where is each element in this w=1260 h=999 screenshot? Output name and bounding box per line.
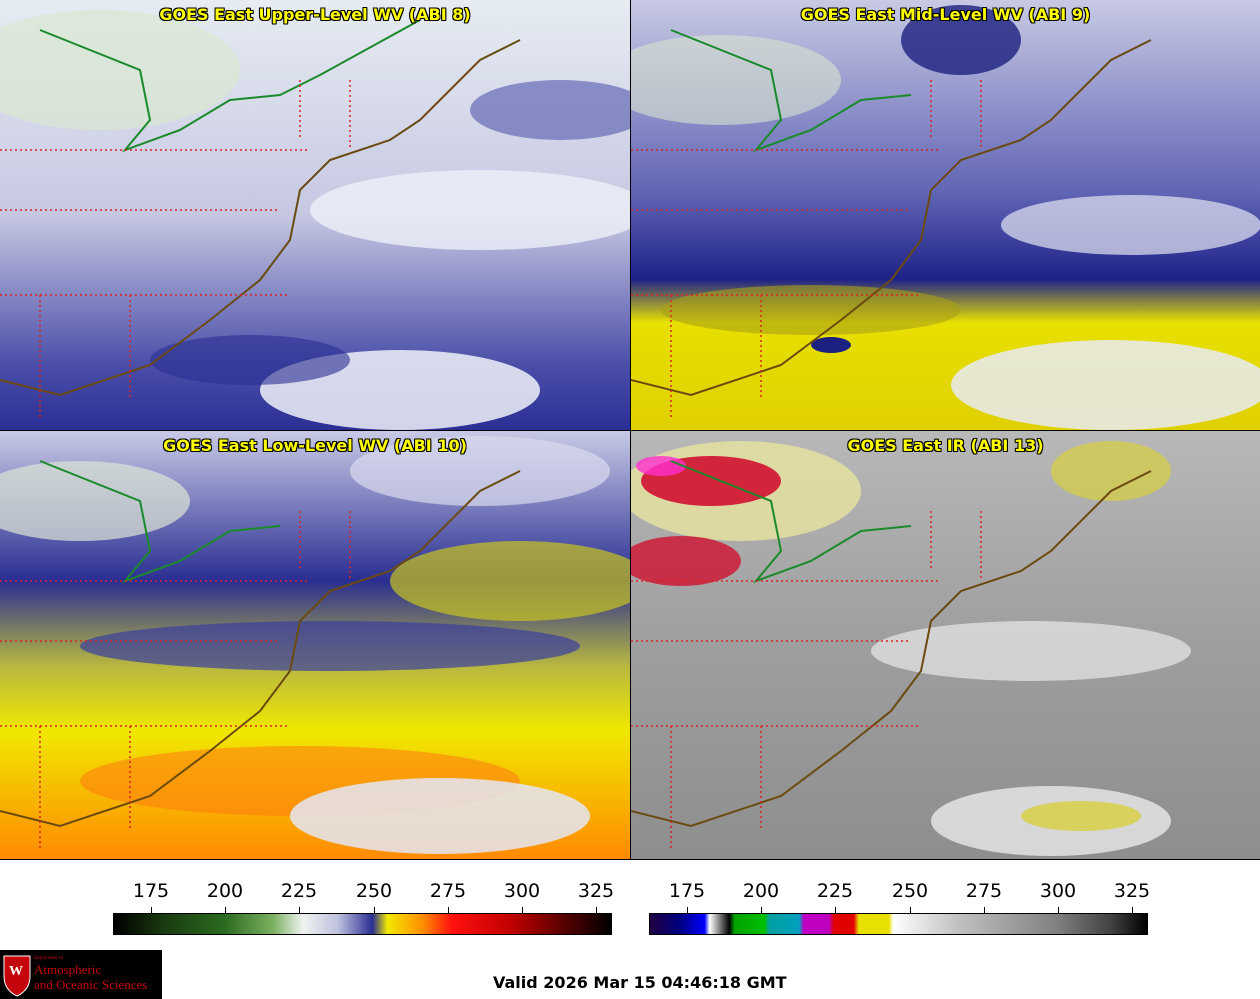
wv-tick-mark — [522, 907, 523, 913]
mid-level-wv-panel: GOES East Mid-Level WV (ABI 9) — [631, 0, 1260, 430]
wv-tick-label: 175 — [132, 880, 170, 902]
uw-crest-letter: W — [9, 964, 23, 979]
ir-colorbar: 175 200 225 250 275 300 325 — [649, 880, 1151, 940]
wv-tick-label: 300 — [503, 880, 541, 902]
wv-tick-mark — [299, 907, 300, 913]
bottom-border — [0, 859, 1260, 860]
ir-title: GOES East IR (ABI 13) — [847, 436, 1044, 455]
horizontal-divider — [0, 430, 1260, 431]
ir-tick-mark — [1132, 907, 1133, 913]
ir-imagery — [631, 431, 1260, 859]
wv-tick-mark — [225, 907, 226, 913]
ir-tick-label: 200 — [742, 880, 780, 902]
upper-level-wv-title: GOES East Upper-Level WV (ABI 8) — [159, 5, 471, 24]
upper-level-wv-panel: GOES East Upper-Level WV (ABI 8) — [0, 0, 630, 430]
ir-tick-label: 300 — [1039, 880, 1077, 902]
wv-tick-mark — [374, 907, 375, 913]
upper-level-wv-imagery — [0, 0, 630, 430]
ir-tick-label: 275 — [965, 880, 1003, 902]
ir-tick-mark — [1058, 907, 1059, 913]
wv-tick-label: 275 — [429, 880, 467, 902]
wv-tick-mark — [448, 907, 449, 913]
uw-crest-icon — [3, 955, 31, 997]
ir-tick-mark — [687, 907, 688, 913]
wv-tick-label: 250 — [355, 880, 393, 902]
ir-tick-label: 225 — [816, 880, 854, 902]
logo-line-2: and Oceanic Sciences — [34, 977, 148, 992]
ir-colorbar-gradient — [649, 913, 1148, 935]
ir-tick-label: 250 — [891, 880, 929, 902]
ir-tick-mark — [761, 907, 762, 913]
aos-logo: W Department of Atmospheric and Oceanic … — [0, 950, 162, 999]
low-level-wv-imagery — [0, 431, 630, 859]
ir-tick-label: 325 — [1113, 880, 1151, 902]
wv-colorbar-gradient — [113, 913, 612, 935]
ir-tick-mark — [910, 907, 911, 913]
ir-tick-label: 175 — [668, 880, 706, 902]
wv-tick-mark — [151, 907, 152, 913]
ir-tick-mark — [835, 907, 836, 913]
low-level-wv-title: GOES East Low-Level WV (ABI 10) — [163, 436, 467, 455]
low-level-wv-panel: GOES East Low-Level WV (ABI 10) — [0, 431, 630, 859]
wv-colorbar: 175 200 225 250 275 300 325 — [113, 880, 615, 940]
wv-tick-label: 200 — [206, 880, 244, 902]
valid-time-label: Valid 2026 Mar 15 04:46:18 GMT — [493, 973, 787, 992]
logo-department-label: Department of — [34, 956, 64, 961]
ir-tick-mark — [984, 907, 985, 913]
logo-line-1: Atmospheric — [34, 962, 102, 977]
mid-level-wv-imagery — [631, 0, 1260, 430]
wv-tick-label: 225 — [280, 880, 318, 902]
vertical-divider — [630, 0, 631, 859]
ir-panel: GOES East IR (ABI 13) — [631, 431, 1260, 859]
wv-tick-mark — [596, 907, 597, 913]
mid-level-wv-title: GOES East Mid-Level WV (ABI 9) — [800, 5, 1091, 24]
wv-tick-label: 325 — [577, 880, 615, 902]
